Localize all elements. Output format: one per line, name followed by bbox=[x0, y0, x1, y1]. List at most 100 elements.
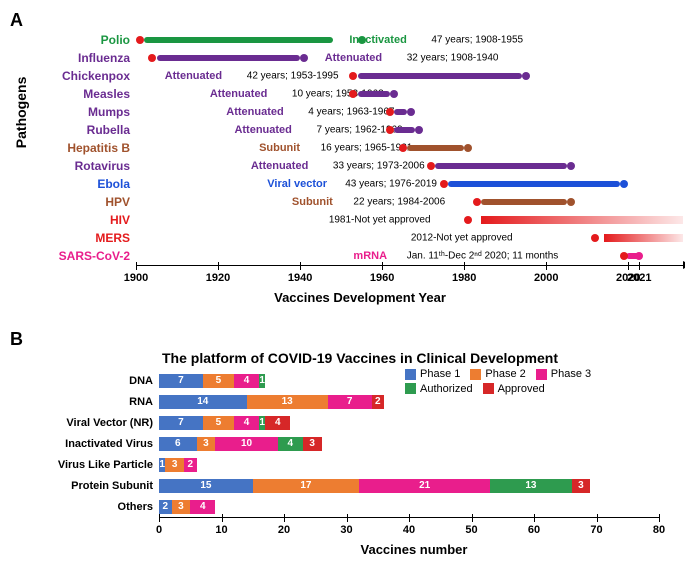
bar-segment: 7 bbox=[159, 374, 203, 388]
bar-segment: 4 bbox=[278, 437, 303, 451]
fade-bar bbox=[604, 234, 683, 242]
pathogen-label: Influenza bbox=[45, 51, 136, 65]
x-tick-label-b: 20 bbox=[278, 524, 290, 536]
vaccine-type-label: Attenuated bbox=[226, 106, 283, 118]
bar-segment: 7 bbox=[159, 416, 203, 430]
bar-row: Inactivated Virus631043 bbox=[45, 433, 675, 454]
bar-segment: 3 bbox=[572, 479, 591, 493]
bar-segment: 4 bbox=[265, 416, 290, 430]
bar-segment: 17 bbox=[253, 479, 359, 493]
end-dot bbox=[464, 144, 472, 152]
timeline-bar bbox=[394, 127, 415, 133]
timeline-bar bbox=[144, 37, 333, 43]
bar-row: Protein Subunit151721133 bbox=[45, 475, 675, 496]
pathogen-label: HIV bbox=[45, 213, 136, 227]
start-dot bbox=[136, 36, 144, 44]
x-tick-label-b: 50 bbox=[465, 524, 477, 536]
bar-segment: 2 bbox=[372, 395, 385, 409]
timeline-row: HPVSubunit22 years; 1984-2006 bbox=[45, 193, 675, 211]
timeline-row: RubellaAttenuated7 years; 1962-1969 bbox=[45, 121, 675, 139]
timeline-bar bbox=[435, 163, 566, 169]
timeline-row: MumpsAttenuated4 years; 1963-1967 bbox=[45, 103, 675, 121]
platform-label: Viral Vector (NR) bbox=[45, 417, 159, 429]
end-dot bbox=[407, 108, 415, 116]
chart-title: The platform of COVID-19 Vaccines in Cli… bbox=[45, 350, 675, 366]
years-text: 43 years; 1976-2019 bbox=[345, 179, 437, 190]
vaccine-type-label: Subunit bbox=[292, 196, 333, 208]
x-tick-label-b: 30 bbox=[340, 524, 352, 536]
start-dot bbox=[386, 126, 394, 134]
timeline-chart: Pathogens PolioInactivated47 years; 1908… bbox=[10, 31, 675, 321]
years-text: 1981-Not yet approved bbox=[329, 215, 431, 226]
bar-row: RNA141372 bbox=[45, 391, 675, 412]
timeline-bar bbox=[407, 145, 464, 151]
start-dot bbox=[440, 180, 448, 188]
bar-segment: 4 bbox=[190, 500, 215, 514]
x-tick-label: 1960 bbox=[370, 272, 394, 284]
years-text: 47 years; 1908-1955 bbox=[431, 35, 523, 46]
timeline-row: MERS2012-Not yet approved bbox=[45, 229, 675, 247]
pathogen-label: HPV bbox=[45, 195, 136, 209]
years-text: 2012-Not yet approved bbox=[411, 233, 513, 244]
x-axis-label: Vaccines Development Year bbox=[45, 290, 675, 305]
end-dot bbox=[635, 252, 643, 260]
end-dot bbox=[358, 36, 366, 44]
bar-segment: 10 bbox=[215, 437, 278, 451]
x-axis-label-b: Vaccines number bbox=[153, 542, 675, 557]
bar-segment: 6 bbox=[159, 437, 197, 451]
y-axis-label: Pathogens bbox=[13, 77, 29, 149]
pathogen-label: Measles bbox=[45, 87, 136, 101]
bar-segment: 3 bbox=[197, 437, 216, 451]
x-tick-label-b: 40 bbox=[403, 524, 415, 536]
bar-segment: 7 bbox=[328, 395, 372, 409]
x-tick-label: 1940 bbox=[288, 272, 312, 284]
vaccine-type-label: mRNA bbox=[353, 250, 387, 262]
x-axis-b: 01020304050607080 bbox=[159, 517, 659, 538]
years-text: 42 years; 1953-1995 bbox=[247, 71, 339, 82]
vaccine-type-label: Subunit bbox=[259, 142, 300, 154]
pathogen-label: Hepatitis B bbox=[45, 141, 136, 155]
bar-segment: 4 bbox=[234, 374, 259, 388]
end-dot bbox=[567, 198, 575, 206]
platform-label: Inactivated Virus bbox=[45, 438, 159, 450]
start-dot bbox=[473, 198, 481, 206]
x-axis: 19001920194019601980200020202021 bbox=[136, 265, 683, 286]
bar-row: Others234 bbox=[45, 496, 675, 517]
start-dot bbox=[386, 108, 394, 116]
bar-segment: 1 bbox=[259, 374, 265, 388]
platform-label: Virus Like Particle bbox=[45, 459, 159, 471]
bar-segment: 3 bbox=[303, 437, 322, 451]
start-dot bbox=[349, 72, 357, 80]
vaccine-type-label: Attenuated bbox=[165, 70, 222, 82]
pathogen-label: Rubella bbox=[45, 123, 136, 137]
timeline-row: InfluenzaAttenuated32 years; 1908-1940 bbox=[45, 49, 675, 67]
bar-segment: 13 bbox=[490, 479, 571, 493]
start-dot bbox=[620, 252, 628, 260]
start-dot bbox=[591, 234, 599, 242]
platform-label: RNA bbox=[45, 396, 159, 408]
x-tick-label-b: 60 bbox=[528, 524, 540, 536]
x-tick-label: 1920 bbox=[206, 272, 230, 284]
bar-segment: 21 bbox=[359, 479, 490, 493]
vaccine-type-label: Attenuated bbox=[251, 160, 308, 172]
start-dot bbox=[148, 54, 156, 62]
x-tick-label-b: 80 bbox=[653, 524, 665, 536]
vaccine-type-label: Attenuated bbox=[234, 124, 291, 136]
timeline-row: RotavirusAttenuated33 years; 1973-2006 bbox=[45, 157, 675, 175]
start-dot bbox=[464, 216, 472, 224]
timeline-row: EbolaViral vector43 years; 1976-2019 bbox=[45, 175, 675, 193]
x-tick-label: 2000 bbox=[534, 272, 558, 284]
start-dot bbox=[427, 162, 435, 170]
bar-segment: 3 bbox=[172, 500, 191, 514]
pathogen-label: Ebola bbox=[45, 177, 136, 191]
timeline-row: ChickenpoxAttenuated42 years; 1953-1995 bbox=[45, 67, 675, 85]
bar-segment: 15 bbox=[159, 479, 253, 493]
vaccine-type-label: Attenuated bbox=[210, 88, 267, 100]
x-tick-label-b: 70 bbox=[590, 524, 602, 536]
platform-label: Others bbox=[45, 501, 159, 513]
timeline-bar bbox=[481, 199, 567, 205]
x-tick-label-b: 0 bbox=[156, 524, 162, 536]
timeline-row: PolioInactivated47 years; 1908-1955 bbox=[45, 31, 675, 49]
pathogen-label: SARS-CoV-2 bbox=[45, 249, 136, 263]
bar-segment: 5 bbox=[203, 416, 234, 430]
